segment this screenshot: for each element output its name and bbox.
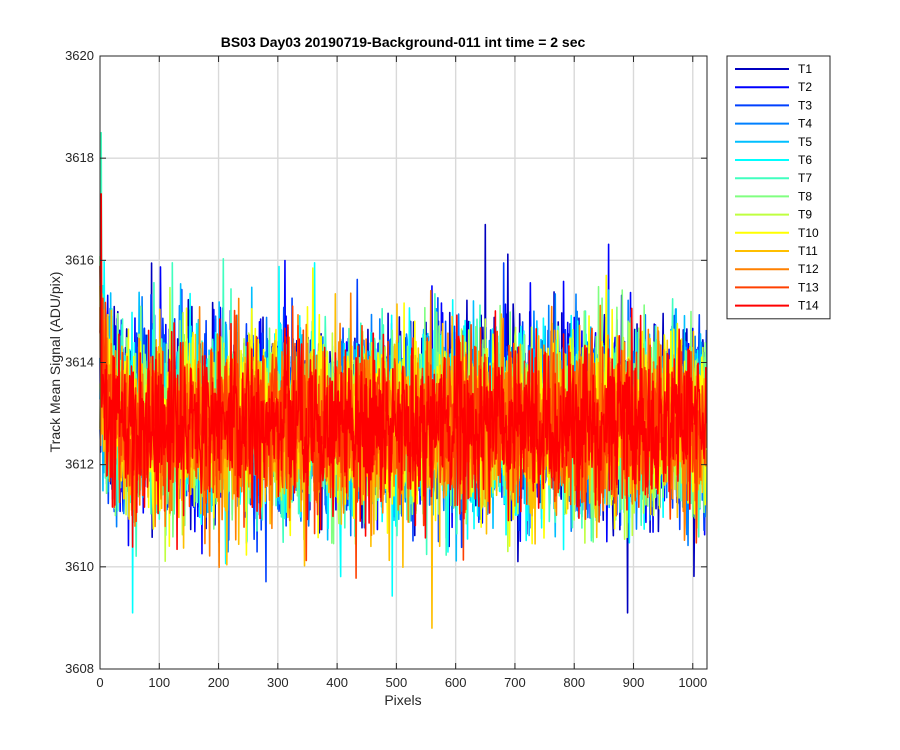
x-axis-label: Pixels [384, 692, 421, 708]
x-tick-label-9: 900 [623, 675, 645, 690]
x-tick-label-10: 1000 [678, 675, 707, 690]
legend-label-t14: T14 [798, 299, 819, 313]
legend-label-t8: T8 [798, 189, 812, 203]
y-tick-label-3: 3614 [65, 355, 94, 370]
x-tick-label-3: 300 [267, 675, 289, 690]
y-tick-label-2: 3612 [65, 457, 94, 472]
legend-label-t3: T3 [798, 98, 812, 112]
legend-label-t5: T5 [798, 135, 812, 149]
legend-box [726, 55, 831, 320]
legend-label-t4: T4 [798, 117, 812, 131]
y-axis-label: Track Mean Signal (ADU/pix) [47, 272, 63, 453]
x-tick-label-5: 500 [386, 675, 408, 690]
x-tick-label-8: 800 [563, 675, 585, 690]
legend-label-t1: T1 [798, 62, 812, 76]
x-tick-label-2: 200 [208, 675, 230, 690]
x-tick-label-4: 400 [326, 675, 348, 690]
legend-label-t10: T10 [798, 226, 819, 240]
x-tick-label-1: 100 [148, 675, 170, 690]
axes: 0 100 200 300 400 500 600 700 800 900 1000 3608 3610… [65, 48, 707, 690]
legend: T1 T2 T3 T4 T5 T6 T7 T8 T9 T10 T11 T12 T13 T14 [726, 55, 831, 320]
legend-label-t9: T9 [798, 208, 812, 222]
y-tick-label-0: 3608 [65, 661, 94, 676]
legend-label-t6: T6 [798, 153, 812, 167]
y-tick-label-6: 3620 [65, 48, 94, 63]
legend-label-t13: T13 [798, 280, 819, 294]
y-tick-label-1: 3610 [65, 559, 94, 574]
legend-label-t2: T2 [798, 80, 812, 94]
chart-title: BS03 Day03 20190719-Background-011 int t… [221, 34, 586, 50]
series-line-t14 [99, 193, 708, 551]
x-tick-label-7: 700 [504, 675, 526, 690]
series-layer [99, 131, 708, 629]
x-tick-label-0: 0 [96, 675, 103, 690]
x-tick-label-6: 600 [445, 675, 467, 690]
legend-label-t11: T11 [798, 244, 818, 258]
y-tick-label-4: 3616 [65, 252, 94, 267]
legend-label-t7: T7 [798, 171, 812, 185]
legend-label-t12: T12 [798, 262, 819, 276]
y-tick-label-5: 3618 [65, 150, 94, 165]
